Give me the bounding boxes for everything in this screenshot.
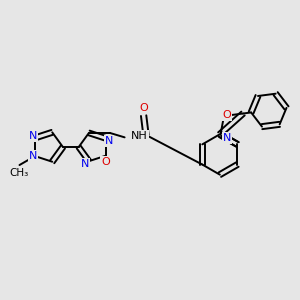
Text: O: O bbox=[223, 110, 231, 120]
Text: N: N bbox=[81, 158, 90, 169]
Text: O: O bbox=[101, 157, 110, 167]
Text: N: N bbox=[29, 131, 37, 142]
Text: NH: NH bbox=[131, 131, 148, 141]
Text: N: N bbox=[223, 133, 231, 143]
Text: N: N bbox=[105, 136, 113, 146]
Text: CH₃: CH₃ bbox=[10, 168, 29, 178]
Text: N: N bbox=[29, 151, 37, 161]
Text: O: O bbox=[139, 103, 148, 113]
